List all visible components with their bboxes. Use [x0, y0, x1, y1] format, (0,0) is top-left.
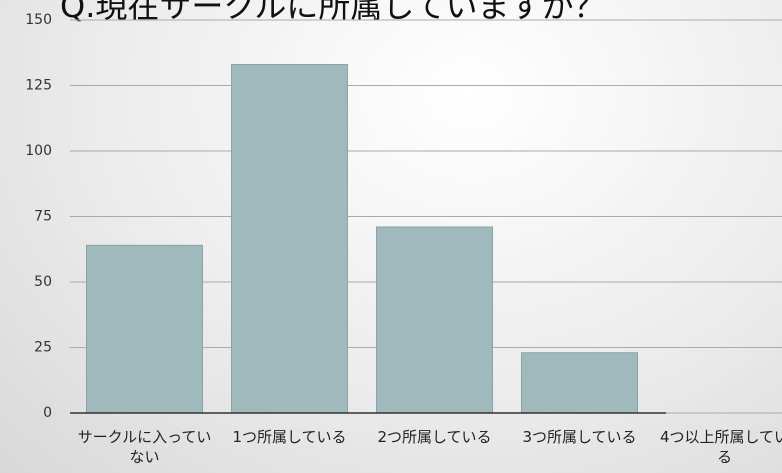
x-tick-label: 4つ以上所属している	[659, 428, 782, 466]
y-tick-label: 125	[25, 78, 52, 94]
y-tick-label: 100	[25, 143, 52, 159]
x-tick-label: 1つ所属している	[232, 428, 347, 446]
bar	[521, 352, 638, 414]
y-tick-label: 75	[34, 209, 52, 225]
y-tick-label: 0	[43, 405, 52, 421]
bar	[376, 226, 493, 414]
chart-title: Q.現在サークルに所属していますか？	[60, 0, 605, 25]
y-tick-label: 50	[34, 274, 52, 290]
x-tick-label: 2つ所属している	[377, 428, 492, 446]
y-tick-label: 25	[34, 340, 52, 356]
x-tick-label: サークルに入っていない	[77, 428, 212, 466]
x-tick-label: 3つ所属している	[522, 428, 637, 446]
y-tick-label: 150	[25, 12, 52, 28]
bar	[231, 64, 348, 414]
bar	[86, 244, 203, 414]
